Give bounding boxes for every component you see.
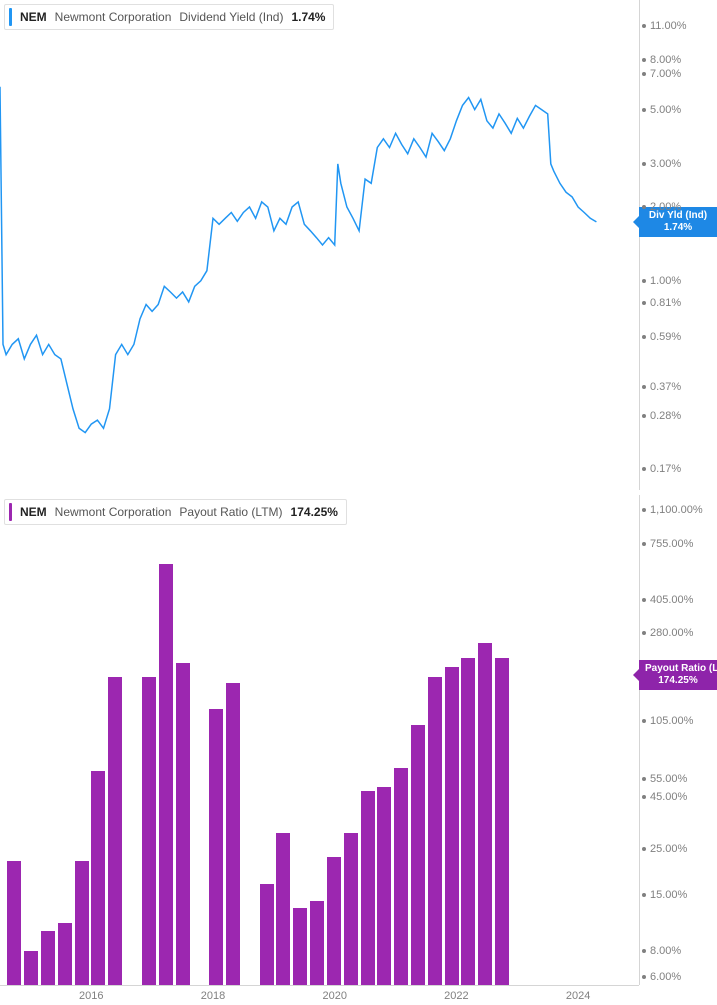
legend-marker [9,503,12,521]
legend-value: 1.74% [291,10,325,24]
y-tick-label: 55.00% [640,773,687,785]
current-value-tag: Payout Ratio (LTM) 174.25% [639,660,717,690]
line-chart-plot[interactable] [0,0,639,490]
payout-ratio-panel: NEM Newmont Corporation Payout Ratio (LT… [0,495,717,1005]
legend-marker [9,8,12,26]
payout-ratio-bar[interactable] [478,643,492,985]
y-tick-label: 755.00% [640,538,693,550]
payout-ratio-bar[interactable] [445,667,459,985]
y-tick-label: 11.00% [640,20,687,32]
y-tick-label: 45.00% [640,791,687,803]
payout-ratio-bar[interactable] [91,771,105,985]
payout-ratio-bar[interactable] [276,833,290,985]
legend-value: 174.25% [291,505,338,519]
tag-label: Payout Ratio (LTM) [645,663,711,675]
payout-ratio-bar[interactable] [394,768,408,985]
y-tick-label: 25.00% [640,843,687,855]
payout-ratio-bar[interactable] [327,857,341,985]
payout-ratio-bar[interactable] [428,677,442,985]
y-tick-label: 105.00% [640,715,693,727]
payout-ratio-bar[interactable] [495,658,509,985]
y-tick-label: 15.00% [640,889,687,901]
payout-ratio-bar[interactable] [108,677,122,985]
y-tick-label: 7.00% [640,68,681,80]
legend-box[interactable]: NEM Newmont Corporation Payout Ratio (LT… [4,499,347,525]
y-tick-label: 0.17% [640,463,681,475]
payout-ratio-bar[interactable] [344,833,358,985]
y-tick-label: 0.37% [640,381,681,393]
y-tick-label: 3.00% [640,158,681,170]
payout-ratio-bar[interactable] [75,861,89,985]
y-tick-label: 6.00% [640,971,681,983]
y-tick-label: 8.00% [640,54,681,66]
legend-ticker: NEM [20,10,47,24]
y-tick-label: 0.28% [640,410,681,422]
y-tick-label: 0.59% [640,331,681,343]
payout-ratio-bar[interactable] [361,791,375,985]
y-tick-label: 5.00% [640,104,681,116]
dividend-yield-line [0,87,596,433]
legend-metric: Payout Ratio (LTM) [179,505,282,519]
legend-metric: Dividend Yield (Ind) [179,10,283,24]
x-tick-label: 2024 [566,990,590,1002]
payout-ratio-bar[interactable] [41,931,55,985]
y-tick-label: 0.81% [640,297,681,309]
x-tick-label: 2022 [444,990,468,1002]
dividend-yield-panel: NEM Newmont Corporation Dividend Yield (… [0,0,717,490]
y-tick-label: 1,100.00% [640,504,703,516]
x-tick-label: 2018 [201,990,225,1002]
payout-ratio-bar[interactable] [411,725,425,985]
payout-ratio-bar[interactable] [142,677,156,985]
x-axis: 2016 2018 2020 2022 2024 [0,985,639,1005]
legend-company-name: Newmont Corporation [55,505,172,519]
payout-ratio-bar[interactable] [159,564,173,985]
payout-ratio-bar[interactable] [7,861,21,985]
legend-ticker: NEM [20,505,47,519]
payout-ratio-bar[interactable] [260,884,274,985]
bar-chart-plot[interactable] [0,495,639,985]
y-axis: Div Yld (Ind) 1.74% 11.00%8.00%7.00%5.00… [639,0,717,490]
tag-value: 1.74% [645,222,711,234]
y-tick-label: 1.00% [640,275,681,287]
payout-ratio-bar[interactable] [209,709,223,985]
payout-ratio-bar[interactable] [24,951,38,985]
legend-box[interactable]: NEM Newmont Corporation Dividend Yield (… [4,4,334,30]
payout-ratio-bar[interactable] [377,787,391,985]
payout-ratio-bar[interactable] [226,683,240,985]
x-tick-label: 2020 [322,990,346,1002]
payout-ratio-bar[interactable] [461,658,475,985]
legend-company-name: Newmont Corporation [55,10,172,24]
x-tick-label: 2016 [79,990,103,1002]
payout-ratio-bar[interactable] [176,663,190,985]
y-axis: Payout Ratio (LTM) 174.25% 1,100.00% 755.… [639,495,717,985]
y-tick-label: 280.00% [640,627,693,639]
payout-ratio-bar[interactable] [58,923,72,985]
payout-ratio-bar[interactable] [310,901,324,985]
tag-value: 174.25% [645,675,711,687]
y-tick-label: 2.00% [640,201,681,213]
payout-ratio-bar[interactable] [293,908,307,985]
y-tick-label: 405.00% [640,594,693,606]
y-tick-label: 8.00% [640,945,681,957]
